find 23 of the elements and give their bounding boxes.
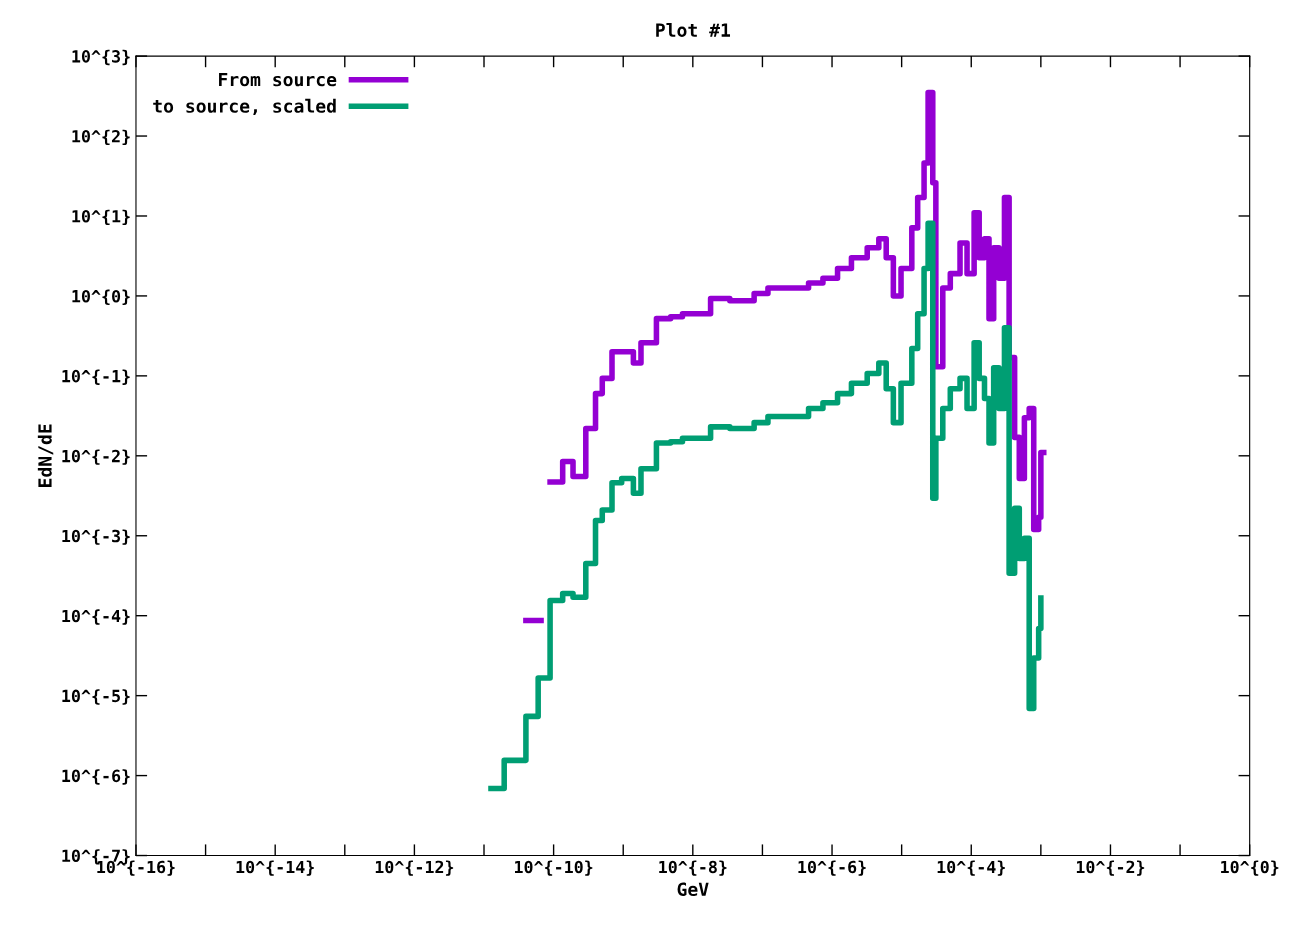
x-tick-label: 10^{-2} bbox=[1076, 860, 1145, 876]
chart-title: Plot #1 bbox=[656, 22, 731, 37]
y-tick-label: 10^{-3} bbox=[62, 529, 130, 545]
x-tick-label: 10^{-8} bbox=[659, 860, 727, 876]
y-tick-label: 10^{1} bbox=[72, 209, 130, 226]
y-tick-label: 10^{2} bbox=[72, 129, 130, 146]
y-tick-label: 10^{-1} bbox=[62, 369, 130, 385]
x-tick-label: 10^{-4} bbox=[937, 860, 1005, 876]
x-axis-title: GeV bbox=[677, 882, 709, 897]
x-tick-label: 10^{-10} bbox=[515, 860, 593, 876]
y-axis-title: EdN/dE bbox=[37, 424, 54, 487]
x-tick-label: 10^{0} bbox=[1221, 860, 1279, 876]
legend-label: to source, scaled bbox=[153, 98, 336, 116]
y-tick-label: 10^{-5} bbox=[62, 689, 130, 705]
legend-label: From source bbox=[219, 72, 337, 87]
x-tick-label: 10^{-6} bbox=[798, 860, 866, 876]
y-tick-label: 10^{0} bbox=[72, 289, 130, 305]
y-tick-label: 10^{-2} bbox=[62, 449, 130, 465]
y-tick-label: 10^{-4} bbox=[62, 609, 130, 625]
x-tick-label: 10^{-14} bbox=[236, 860, 314, 876]
y-tick-label: 10^{3} bbox=[72, 49, 130, 66]
y-tick-label: 10^{-6} bbox=[62, 769, 130, 785]
x-tick-label: 10^{-12} bbox=[375, 860, 454, 876]
